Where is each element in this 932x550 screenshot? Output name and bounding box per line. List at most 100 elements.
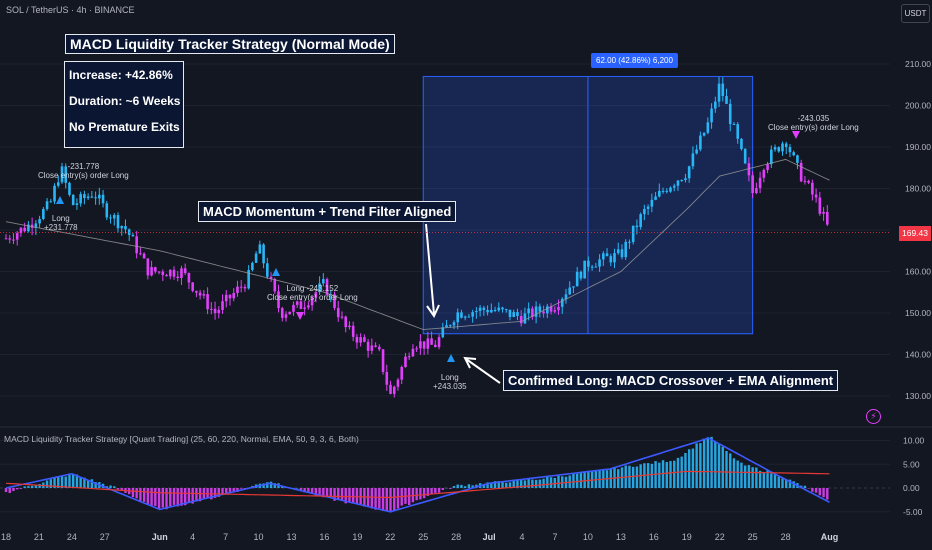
candle-body bbox=[747, 163, 751, 176]
candle-body bbox=[568, 287, 572, 295]
histogram-bar bbox=[419, 488, 422, 500]
histogram-bar bbox=[721, 446, 724, 488]
time-tick-label: 10 bbox=[254, 532, 264, 542]
candle-body bbox=[818, 197, 822, 214]
signal-long-label-3: Long +243.035 bbox=[433, 373, 467, 391]
candle-body bbox=[288, 311, 292, 315]
candle-body bbox=[803, 180, 807, 182]
candle-body bbox=[672, 185, 676, 188]
candle-body bbox=[475, 310, 478, 313]
candle-body bbox=[351, 325, 355, 337]
histogram-bar bbox=[527, 478, 530, 488]
lightning-icon[interactable]: ⚡ bbox=[866, 409, 881, 424]
candle-body bbox=[542, 311, 545, 314]
candle-body bbox=[422, 341, 426, 349]
grid-lines bbox=[0, 63, 890, 513]
time-tick-label: 4 bbox=[190, 532, 195, 542]
histogram-bar bbox=[702, 438, 706, 488]
candle-body bbox=[807, 180, 810, 183]
candle-body bbox=[631, 225, 635, 243]
histogram-bar bbox=[53, 477, 56, 488]
candle-body bbox=[519, 316, 523, 324]
candle-body bbox=[471, 312, 474, 317]
candle-body bbox=[146, 258, 150, 276]
histogram-bar bbox=[587, 470, 590, 488]
candle-body bbox=[717, 83, 721, 102]
candle-body bbox=[176, 276, 180, 279]
candle-body bbox=[165, 275, 168, 277]
histogram-bar bbox=[531, 479, 534, 488]
histogram-bar bbox=[45, 480, 49, 488]
currency-button[interactable]: USDT bbox=[901, 4, 930, 23]
signal-text: -231.778 bbox=[67, 162, 100, 171]
histogram-bar bbox=[740, 462, 743, 488]
histogram-bar bbox=[729, 453, 732, 488]
time-tick-label: 13 bbox=[286, 532, 296, 542]
price-tick-label: 150.00 bbox=[905, 308, 931, 318]
candle-body bbox=[355, 336, 359, 343]
histogram-bar bbox=[717, 444, 721, 488]
histogram-bar bbox=[381, 488, 385, 511]
candle-body bbox=[340, 316, 344, 318]
candle-body bbox=[527, 308, 530, 314]
histogram-bar bbox=[90, 479, 94, 488]
candle-body bbox=[643, 208, 646, 215]
signal-text: Close entry(s) order Long bbox=[768, 123, 859, 132]
candle-body bbox=[247, 269, 250, 289]
candle-body bbox=[191, 282, 194, 291]
histogram-bar bbox=[198, 488, 202, 502]
candle-body bbox=[370, 345, 374, 351]
candle-body bbox=[493, 309, 497, 311]
candle-body bbox=[277, 291, 280, 309]
candle-body bbox=[38, 218, 41, 224]
histogram-bar bbox=[501, 482, 504, 488]
histogram-bar bbox=[449, 488, 452, 489]
candle-body bbox=[661, 190, 665, 192]
signal-text: Long bbox=[51, 214, 70, 223]
long-marker bbox=[56, 196, 64, 204]
candle-body bbox=[23, 227, 26, 232]
time-axis[interactable]: 18 21 24 27 Jun 4 7 10 13 16 19 22 25 28 Jul 4 7 10 13 16 19… bbox=[1, 532, 838, 542]
candle-body bbox=[94, 197, 97, 199]
macd-histogram bbox=[4, 436, 829, 513]
histogram-bar bbox=[422, 488, 426, 499]
time-tick-label: 25 bbox=[748, 532, 758, 542]
price-axis[interactable]: 130.00140.00150.00160.00170.00180.00190.… bbox=[903, 59, 931, 517]
candle-body bbox=[98, 194, 101, 199]
candle-body bbox=[504, 309, 508, 311]
candle-body bbox=[56, 182, 60, 186]
histogram-bar bbox=[445, 487, 448, 489]
candle-body bbox=[508, 309, 512, 317]
histogram-bar bbox=[538, 479, 542, 488]
signal-text: +231.778 bbox=[44, 223, 78, 232]
candle-body bbox=[295, 301, 299, 305]
histogram-bar bbox=[770, 473, 773, 488]
candle-body bbox=[224, 294, 228, 302]
histogram-bar bbox=[579, 472, 583, 488]
signal-label-2: Long -243.152 Close entry(s) order Long bbox=[267, 284, 358, 302]
histogram-bar bbox=[120, 488, 123, 490]
candle-body bbox=[654, 196, 657, 200]
histogram-bar bbox=[687, 449, 691, 488]
histogram-bar bbox=[546, 476, 549, 488]
indicator-tick-label: 10.00 bbox=[903, 436, 925, 446]
candle-body bbox=[344, 316, 348, 328]
histogram-bar bbox=[83, 477, 86, 488]
candle-body bbox=[221, 301, 224, 310]
histogram-bar bbox=[94, 482, 97, 488]
indicator-label[interactable]: MACD Liquidity Tracker Strategy [Quant T… bbox=[4, 434, 359, 444]
candle-body bbox=[251, 262, 254, 270]
ema-line bbox=[5, 158, 830, 331]
histogram-bar bbox=[508, 482, 512, 488]
candle-body bbox=[463, 316, 467, 318]
time-tick-label: 16 bbox=[649, 532, 659, 542]
candle-body bbox=[180, 268, 183, 279]
candle-body bbox=[183, 268, 187, 274]
histogram-bar bbox=[818, 488, 822, 496]
candle-body bbox=[322, 279, 325, 284]
candle-body bbox=[79, 194, 82, 204]
histogram-bar bbox=[8, 488, 11, 494]
candle-body bbox=[762, 169, 766, 178]
long-marker bbox=[447, 354, 455, 362]
